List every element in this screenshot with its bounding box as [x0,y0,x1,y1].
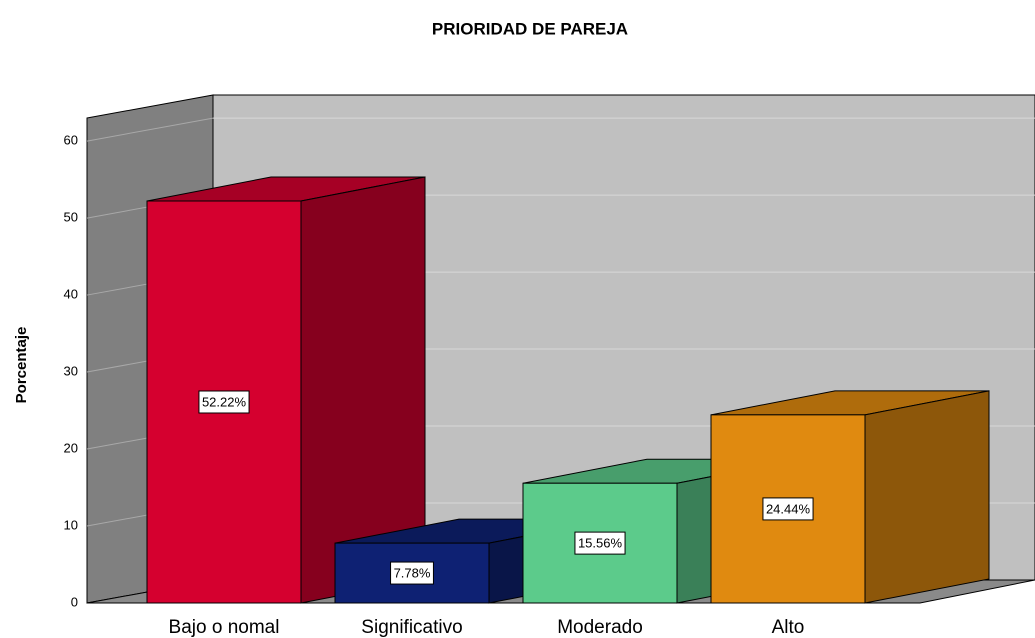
chart-title: PRIORIDAD DE PAREJA [432,19,628,38]
data-label: 7.78% [394,565,431,580]
data-label-box [574,531,626,555]
data-label: 15.56% [578,536,623,551]
data-label: 24.44% [766,501,811,516]
data-label-box [198,390,250,414]
data-label: 52.22% [202,394,247,409]
y-tick-label: 40 [64,287,78,302]
x-tick-label: Bajo o nomal [169,617,280,638]
x-tick-label: Significativo [361,617,462,638]
data-label-box [762,497,814,521]
bar-side [864,390,990,604]
y-tick-label: 10 [64,517,78,532]
y-axis-label: Porcentaje [13,327,30,404]
x-tick-label: Alto [772,617,805,638]
y-tick-label: 30 [64,363,78,378]
x-tick-label: Moderado [557,617,643,638]
grid-line [86,117,214,142]
y-tick-label: 0 [71,594,78,609]
data-label-box [390,561,434,585]
y-tick-label: 20 [64,440,78,455]
y-tick-label: 50 [64,210,78,225]
y-tick-label: 60 [64,133,78,148]
